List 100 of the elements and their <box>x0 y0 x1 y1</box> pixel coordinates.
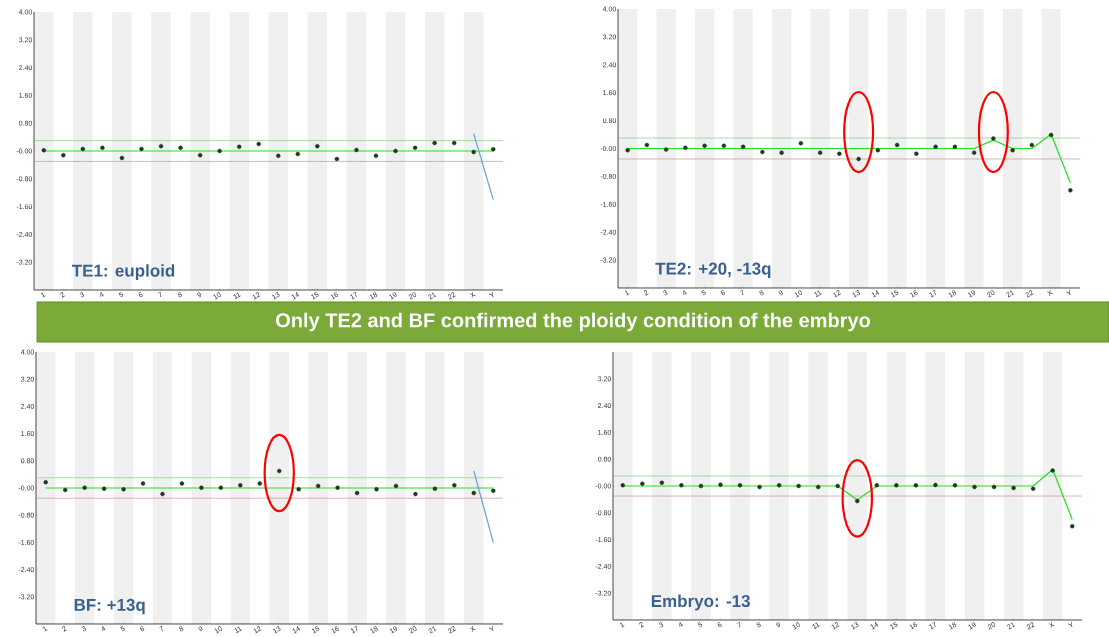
point <box>952 144 958 149</box>
point <box>737 483 743 488</box>
point <box>933 482 938 488</box>
point <box>61 152 66 158</box>
point <box>972 484 977 490</box>
text: Embryo: -13 <box>651 594 750 611</box>
point <box>276 153 281 159</box>
point <box>43 480 48 485</box>
point <box>679 483 684 488</box>
point <box>178 145 183 151</box>
point <box>491 488 496 493</box>
point <box>296 487 301 492</box>
point <box>197 152 203 158</box>
point <box>1029 142 1035 148</box>
point <box>683 145 688 150</box>
point <box>393 483 399 489</box>
text: TE1: euploid <box>71 264 175 281</box>
point <box>796 483 801 489</box>
point <box>199 485 204 490</box>
point <box>80 146 86 152</box>
point <box>1030 486 1036 491</box>
point <box>451 140 457 146</box>
point <box>875 148 881 153</box>
point <box>121 487 126 492</box>
point <box>659 480 665 485</box>
point <box>101 486 107 491</box>
point <box>412 145 418 151</box>
point <box>334 156 340 162</box>
point <box>702 143 707 148</box>
point <box>315 483 321 489</box>
point <box>432 140 437 146</box>
point <box>856 156 861 162</box>
point <box>277 468 282 474</box>
point <box>119 155 125 161</box>
point <box>1010 148 1015 153</box>
point <box>991 136 996 141</box>
point <box>952 483 958 488</box>
point <box>894 483 899 488</box>
point <box>757 484 762 490</box>
point <box>452 483 457 488</box>
point <box>374 487 379 492</box>
text: BF: +13q <box>74 598 145 615</box>
text: Only TE2 and BF confirmed the ploidy condition of the embryo <box>276 312 871 332</box>
point <box>874 483 880 488</box>
point <box>991 484 997 490</box>
point <box>1050 468 1055 473</box>
point <box>971 150 977 155</box>
point <box>914 151 919 156</box>
point <box>1070 523 1075 529</box>
point <box>855 498 860 504</box>
point <box>776 483 782 488</box>
point <box>815 484 821 490</box>
point <box>644 142 650 148</box>
point <box>41 148 46 153</box>
point <box>100 145 105 151</box>
point <box>295 151 301 157</box>
point <box>315 143 320 149</box>
point <box>140 481 146 486</box>
point <box>218 485 224 490</box>
point <box>139 146 144 152</box>
point <box>63 487 68 493</box>
point <box>894 142 900 148</box>
point <box>817 150 823 155</box>
point <box>718 482 723 487</box>
point <box>779 150 784 155</box>
point <box>354 147 359 153</box>
point <box>620 483 625 488</box>
point <box>798 141 804 146</box>
point <box>256 141 261 147</box>
point <box>432 486 438 491</box>
point <box>413 491 418 497</box>
point <box>373 153 379 159</box>
point <box>354 490 360 496</box>
point <box>933 144 938 149</box>
point <box>1011 485 1016 491</box>
point <box>160 491 165 497</box>
point <box>491 147 496 152</box>
point <box>257 481 262 486</box>
point <box>1068 188 1073 193</box>
point <box>471 490 477 496</box>
point <box>82 485 87 490</box>
point <box>740 144 746 149</box>
point <box>663 147 669 152</box>
text: TE2: +20, -13q <box>655 262 771 279</box>
point <box>760 149 765 155</box>
point <box>335 485 340 490</box>
point <box>1048 132 1054 138</box>
point <box>237 144 242 150</box>
point <box>471 149 476 155</box>
point <box>913 483 919 488</box>
point <box>158 143 164 149</box>
point <box>835 483 840 489</box>
point <box>640 481 645 486</box>
point <box>837 151 842 156</box>
point <box>217 148 222 154</box>
point <box>238 483 243 488</box>
point <box>179 481 185 486</box>
point <box>625 148 630 153</box>
point <box>698 483 704 489</box>
point <box>393 148 398 154</box>
